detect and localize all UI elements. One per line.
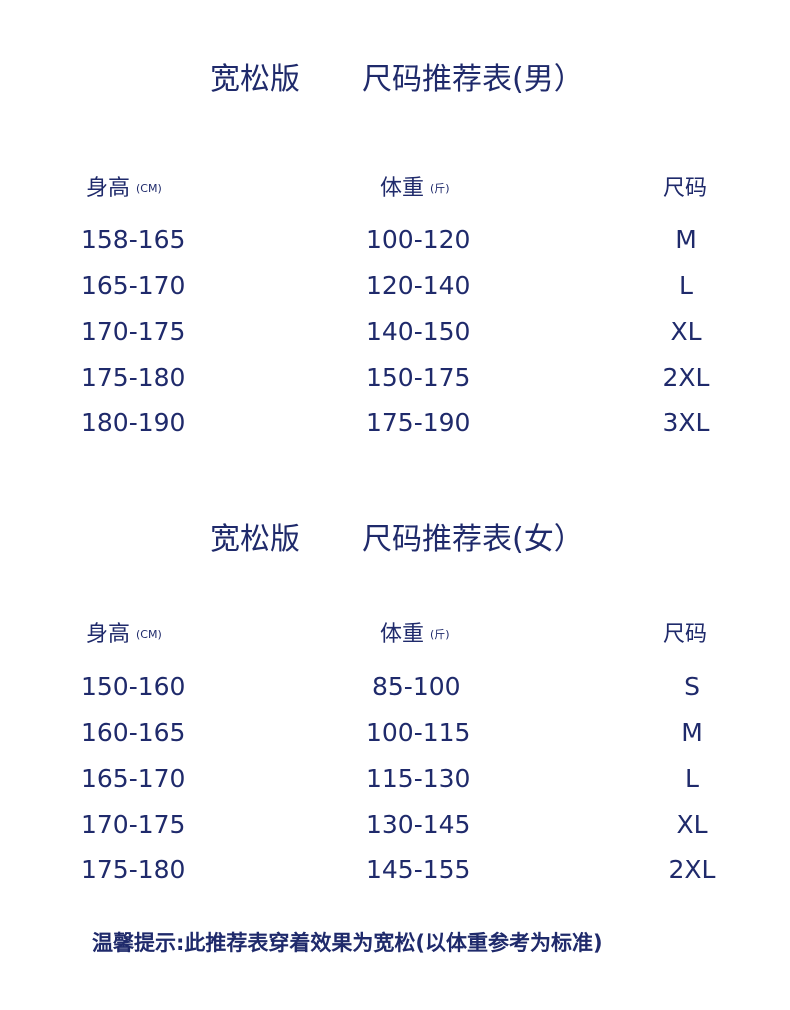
height-cell: 175-180 bbox=[81, 855, 186, 884]
header-weight-label: 体重 bbox=[380, 176, 425, 201]
size-cell: M bbox=[681, 718, 703, 747]
table-title-right: 尺码推荐表(男） bbox=[362, 62, 584, 97]
weight-cell: 115-130 bbox=[366, 764, 471, 793]
header-size: 尺码 bbox=[662, 176, 707, 201]
table-title-left: 宽松版 bbox=[210, 522, 300, 557]
header-weight: 体重 (斤) bbox=[380, 620, 450, 650]
header-weight-label: 体重 bbox=[380, 622, 425, 647]
weight-cell: 120-140 bbox=[366, 271, 471, 300]
weight-cell: 150-175 bbox=[366, 363, 471, 392]
size-cell: S bbox=[684, 672, 700, 701]
size-cell: M bbox=[675, 225, 697, 254]
height-cell: 160-165 bbox=[81, 718, 186, 747]
table-title-right: 尺码推荐表(女） bbox=[362, 522, 584, 557]
size-cell: 2XL bbox=[662, 363, 710, 392]
header-height: 身高 (CM) bbox=[86, 174, 162, 204]
height-cell: 165-170 bbox=[81, 764, 186, 793]
height-cell: 150-160 bbox=[81, 672, 186, 701]
header-weight: 体重 (斤) bbox=[380, 174, 450, 204]
size-cell: 3XL bbox=[662, 408, 710, 437]
header-height: 身高 (CM) bbox=[86, 620, 162, 650]
header-weight-unit: (斤) bbox=[430, 182, 450, 195]
weight-cell: 85-100 bbox=[372, 672, 461, 701]
height-cell: 170-175 bbox=[81, 810, 186, 839]
size-cell: XL bbox=[676, 810, 708, 839]
header-height-label: 身高 bbox=[86, 622, 131, 647]
weight-cell: 130-145 bbox=[366, 810, 471, 839]
size-cell: L bbox=[685, 764, 699, 793]
weight-cell: 100-115 bbox=[366, 718, 471, 747]
weight-cell: 100-120 bbox=[366, 225, 471, 254]
weight-cell: 145-155 bbox=[366, 855, 471, 884]
height-cell: 165-170 bbox=[81, 271, 186, 300]
header-size: 尺码 bbox=[662, 622, 707, 647]
height-cell: 175-180 bbox=[81, 363, 186, 392]
weight-cell: 175-190 bbox=[366, 408, 471, 437]
fit-note: 温馨提示:此推荐表穿着效果为宽松(以体重参考为标准) bbox=[92, 931, 603, 955]
size-cell: L bbox=[679, 271, 693, 300]
weight-cell: 140-150 bbox=[366, 317, 471, 346]
header-height-unit: (CM) bbox=[136, 628, 162, 641]
header-weight-unit: (斤) bbox=[430, 628, 450, 641]
header-height-unit: (CM) bbox=[136, 182, 162, 195]
table-title-left: 宽松版 bbox=[210, 62, 300, 97]
height-cell: 180-190 bbox=[81, 408, 186, 437]
size-cell: 2XL bbox=[668, 855, 716, 884]
height-cell: 158-165 bbox=[81, 225, 186, 254]
size-cell: XL bbox=[670, 317, 702, 346]
header-height-label: 身高 bbox=[86, 176, 131, 201]
height-cell: 170-175 bbox=[81, 317, 186, 346]
